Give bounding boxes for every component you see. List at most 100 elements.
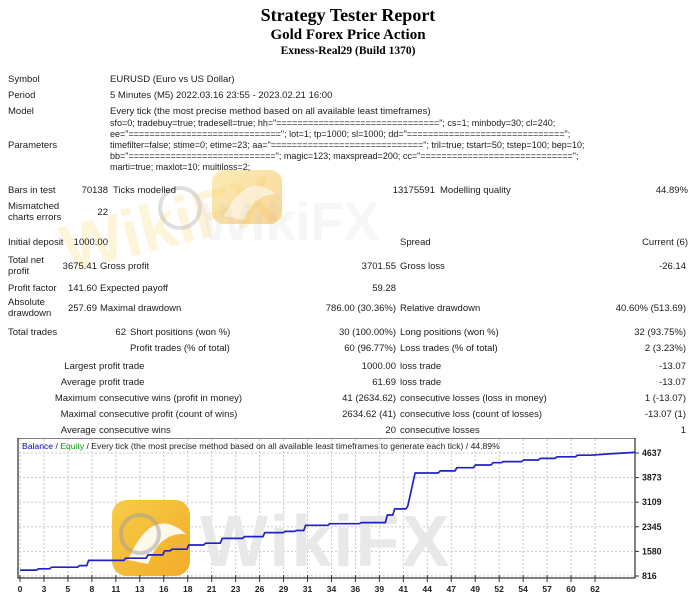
expected-payoff-value: 59.28: [372, 283, 396, 294]
quality-value: 44.89%: [655, 185, 688, 196]
svg-text:26: 26: [255, 584, 265, 594]
table-row: Profit trades (% of total) 60 (96.77%) L…: [0, 343, 696, 359]
spread-label: Spread: [400, 237, 431, 248]
table-row: Period 5 Minutes (M5) 2022.03.16 23:55 -…: [0, 90, 696, 106]
period-label: Period: [8, 90, 36, 101]
table-row: Profit factor 141.60 Expected payoff 59.…: [0, 283, 696, 299]
svg-text:5: 5: [66, 584, 71, 594]
svg-text:3109: 3109: [642, 497, 662, 507]
svg-text:62: 62: [590, 584, 600, 594]
table-row: Average profit trade 61.69 loss trade -1…: [0, 377, 696, 393]
wikifx-watermark-text: WikiFX: [200, 502, 451, 582]
relative-drawdown-value: 40.60% (513.69): [615, 303, 686, 314]
initial-deposit-label: Initial deposit: [8, 237, 64, 248]
svg-text:36: 36: [351, 584, 361, 594]
legend-sep: /: [84, 441, 92, 451]
svg-text:44: 44: [423, 584, 433, 594]
balance-chart-canvas: WikiFX 4637 3873 3109 2345 1580 816 0 3 5 8 11 13 16…: [17, 437, 662, 594]
max-consecutive-losses-value: 1 (-13.07): [644, 393, 686, 404]
table-row: Bars in test 70138 Ticks modelled 131755…: [0, 185, 696, 201]
mismatch-value: 22: [97, 207, 108, 218]
total-trades-value: 62: [115, 327, 126, 338]
svg-text:18: 18: [183, 584, 193, 594]
svg-text:54: 54: [518, 584, 528, 594]
symbol-label: Symbol: [8, 74, 40, 85]
svg-text:60: 60: [566, 584, 576, 594]
mismatch-label: Mismatched charts errors: [8, 201, 62, 223]
svg-text:3873: 3873: [642, 473, 662, 483]
svg-text:1580: 1580: [642, 546, 662, 556]
profit-trades-value: 60 (96.77%): [344, 343, 396, 354]
model-label: Model: [8, 106, 34, 117]
server-build: Exness-Real29 (Build 1370): [280, 45, 416, 57]
legend-sep: /: [53, 441, 61, 451]
spread-value: Current (6): [642, 237, 688, 248]
net-profit-label: Total net profit: [8, 255, 44, 277]
max-consecutive-profit-value: 2634.62 (41): [342, 409, 396, 420]
wikifx-ring-icon: [119, 513, 161, 555]
period-value: 5 Minutes (M5) 2022.03.16 23:55 - 2023.0…: [110, 90, 333, 101]
maximal-label: Maximal: [60, 409, 96, 420]
largest-loss-trade-value: -13.07: [659, 361, 686, 372]
table-row: Total trades 62 Short positions (won %) …: [0, 327, 696, 343]
table-row: Symbol EURUSD (Euro vs US Dollar): [0, 74, 696, 90]
svg-text:0: 0: [18, 584, 23, 594]
svg-text:2345: 2345: [642, 522, 662, 532]
initial-deposit-value: 1000.00: [73, 237, 108, 248]
parameters-line: ee="============================="; lot=…: [110, 129, 571, 139]
table-row: Mismatched charts errors 22: [0, 201, 696, 225]
svg-text:34: 34: [327, 584, 337, 594]
average-profit-trade-label: profit trade: [99, 377, 145, 388]
short-positions-label: Short positions (won %): [130, 327, 231, 338]
relative-drawdown-label: Relative drawdown: [400, 303, 481, 314]
table-row: Maximum consecutive wins (profit in mone…: [0, 393, 696, 409]
quality-label: Modelling quality: [440, 185, 511, 196]
parameters-line: sfo=0; tradebuy=true; tradesell=true; hh…: [110, 118, 556, 128]
chart-legend: Balance / Equity / Every tick (the most …: [22, 441, 500, 451]
max-consecutive-loss-value: -13.07 (1): [644, 409, 686, 420]
total-trades-label: Total trades: [8, 327, 58, 338]
ticks-value: 13175591: [392, 185, 435, 196]
svg-text:11: 11: [111, 584, 120, 594]
svg-text:41: 41: [399, 584, 409, 594]
svg-text:29: 29: [279, 584, 289, 594]
loss-trades-label: Loss trades (% of total): [400, 343, 498, 354]
long-positions-label: Long positions (won %): [400, 327, 499, 338]
avg-consecutive-wins-label: consecutive wins: [99, 425, 171, 436]
svg-text:816: 816: [642, 571, 657, 581]
svg-text:47: 47: [447, 584, 457, 594]
svg-text:49: 49: [470, 584, 480, 594]
svg-text:57: 57: [542, 584, 552, 594]
model-value: Every tick (the most precise method base…: [110, 106, 431, 117]
average-profit-trade-value: 61.69: [372, 377, 396, 388]
legend-sep: /: [463, 441, 471, 451]
legend-equity: Equity: [60, 441, 85, 451]
profit-trades-label: Profit trades (% of total): [130, 343, 230, 354]
legend-balance: Balance: [22, 441, 54, 451]
avg-consecutive-wins-value: 20: [385, 425, 396, 436]
average-label: Average: [60, 377, 96, 388]
parameters-line: bb="============================"; magic…: [110, 151, 579, 161]
profit-factor-label: Profit factor: [8, 283, 57, 294]
profit-factor-value: 141.60: [67, 283, 97, 294]
legend-quality: 44.89%: [470, 441, 500, 451]
bars-value: 70138: [81, 185, 108, 196]
bars-label: Bars in test: [8, 185, 56, 196]
svg-text:4637: 4637: [642, 448, 662, 458]
max-consecutive-wins-value: 41 (2634.62): [342, 393, 396, 404]
max-consecutive-losses-label: consecutive losses (loss in money): [400, 393, 547, 404]
table-row: Absolute drawdown 257.69 Maximal drawdow…: [0, 297, 696, 321]
gross-loss-value: -26.14: [659, 261, 686, 272]
ticks-label: Ticks modelled: [113, 185, 177, 196]
average-loss-trade-value: -13.07: [659, 377, 686, 388]
absolute-drawdown-label: Absolute drawdown: [8, 297, 52, 319]
net-profit-value: 3675.41: [62, 261, 97, 272]
svg-text:16: 16: [159, 584, 169, 594]
svg-text:13: 13: [135, 584, 145, 594]
parameters-label: Parameters: [8, 140, 58, 151]
largest-loss-trade-label: loss trade: [400, 361, 442, 372]
table-row: Total net profit 3675.41 Gross profit 37…: [0, 255, 696, 279]
svg-text:31: 31: [303, 584, 313, 594]
average2-label: Average: [60, 425, 96, 436]
